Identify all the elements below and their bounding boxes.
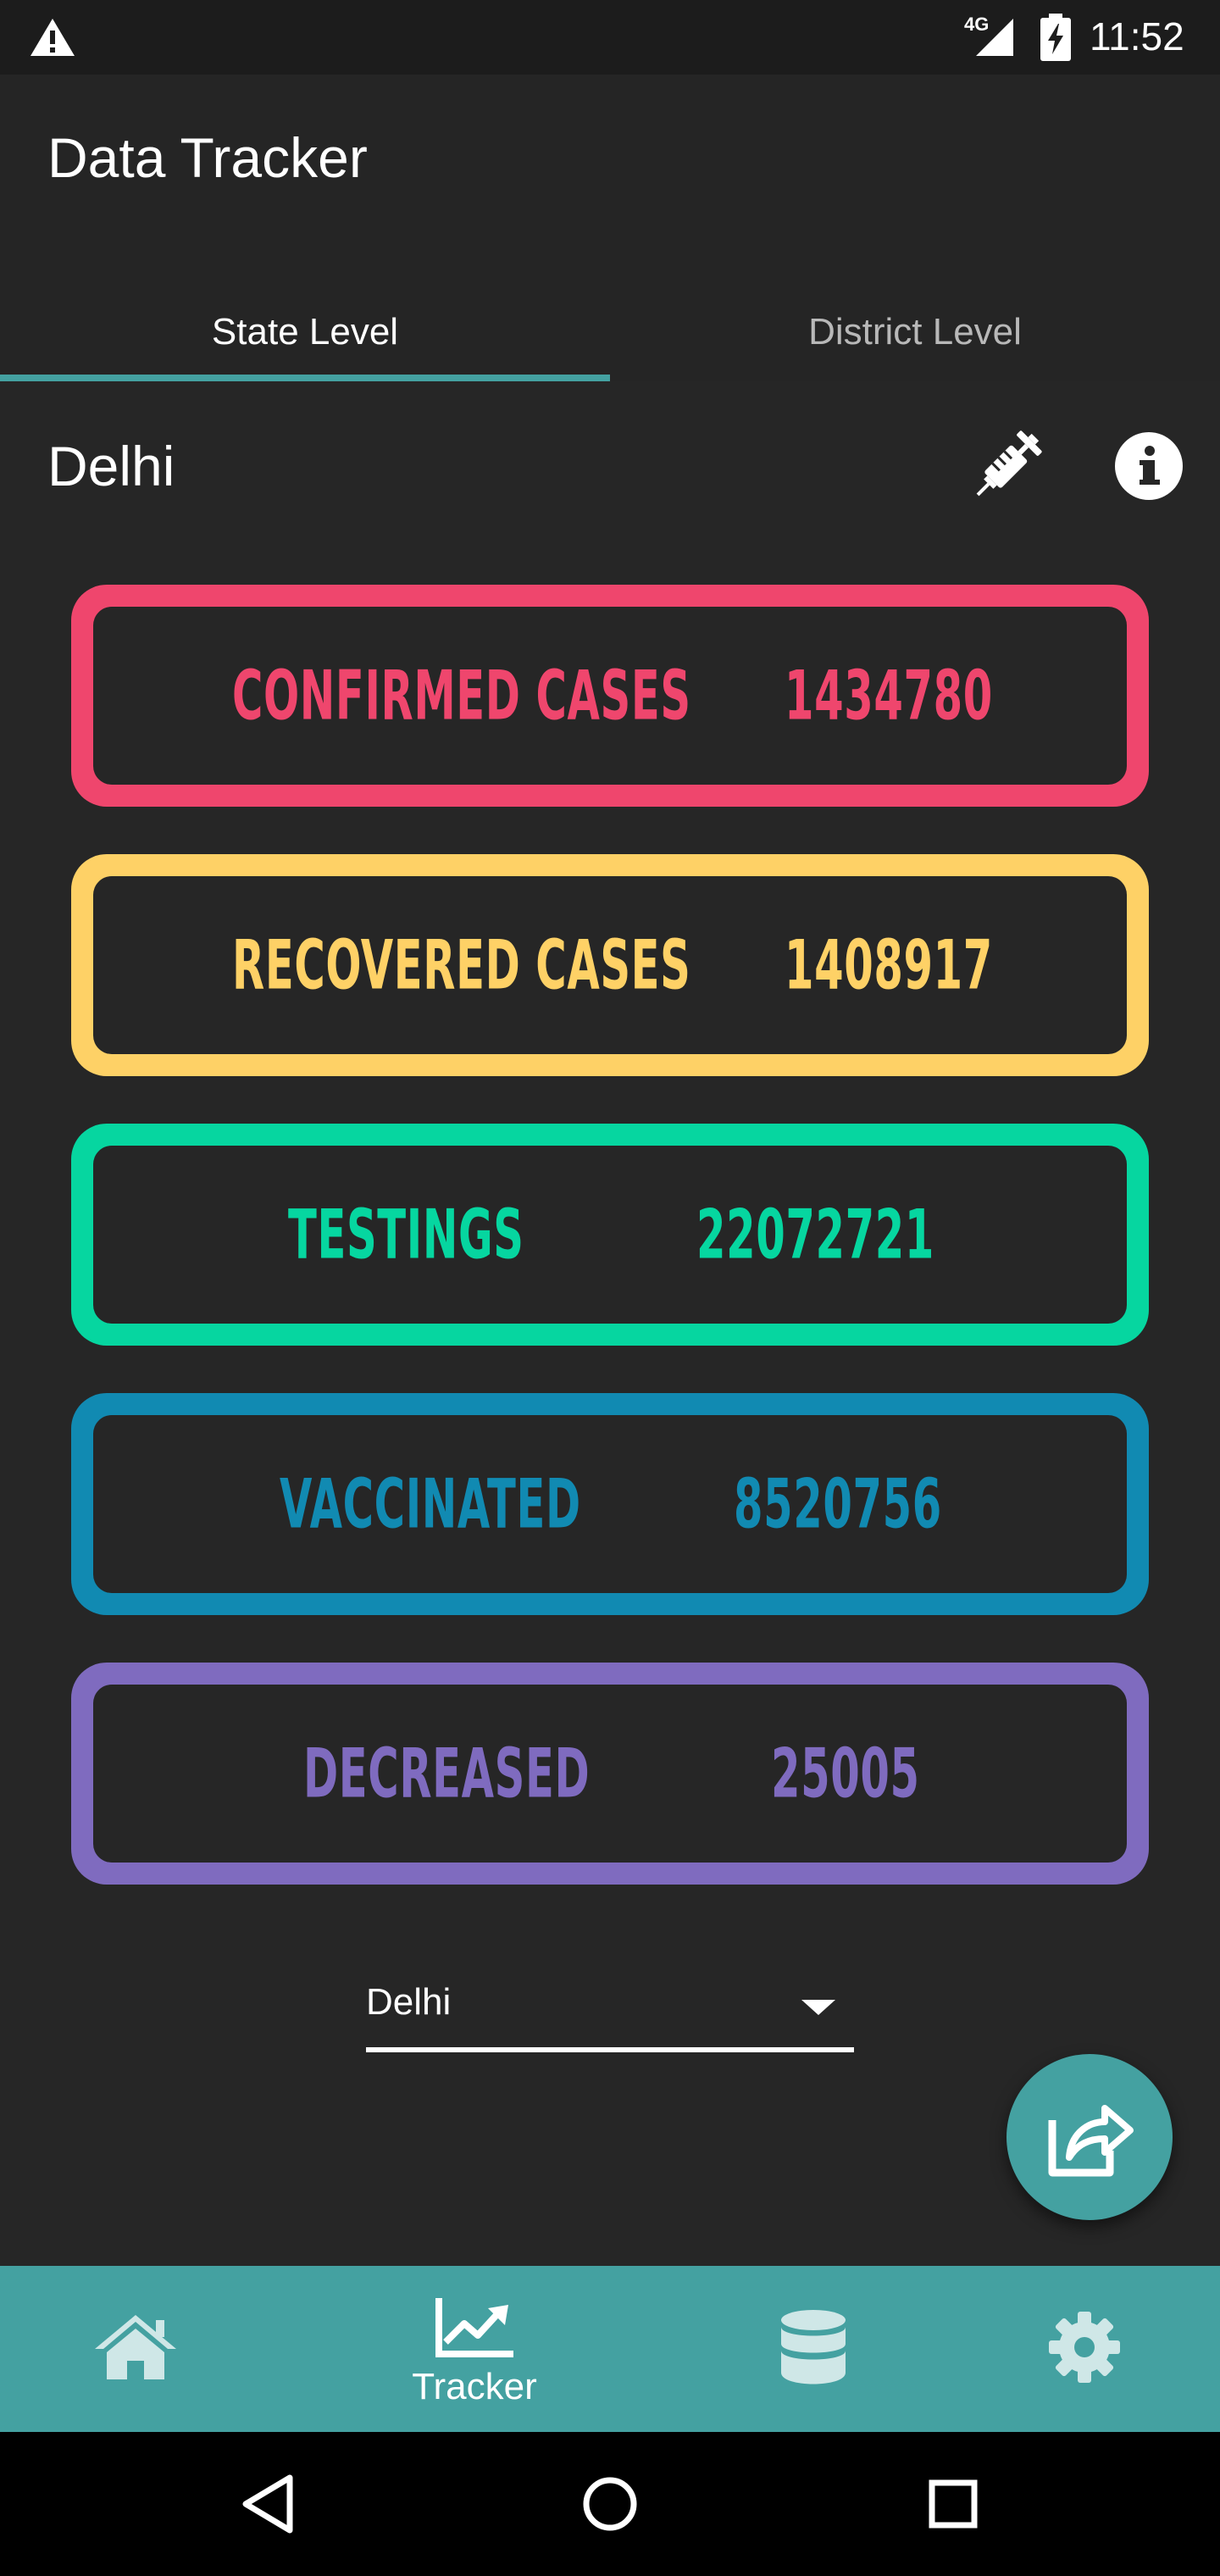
chart-line-icon — [435, 2298, 513, 2357]
share-button[interactable] — [1006, 2054, 1173, 2220]
stat-value: 1434780 — [785, 656, 993, 736]
stat-label: VACCINATED — [280, 1464, 581, 1544]
stat-label: CONFIRMED CASES — [232, 656, 691, 736]
tab-indicator — [0, 375, 610, 381]
home-icon — [95, 2315, 176, 2379]
nav-tracker-label: Tracker — [412, 2366, 537, 2407]
region-title: Delhi — [47, 435, 175, 497]
nav-settings[interactable] — [1000, 2266, 1169, 2432]
vaccinated-card: VACCINATED 8520756 — [71, 1393, 1149, 1615]
home-button-icon[interactable] — [582, 2476, 638, 2532]
dropdown-arrow-icon — [801, 2000, 835, 2015]
stat-value: 22072721 — [696, 1195, 935, 1274]
database-icon — [781, 2310, 846, 2384]
warning-icon — [30, 19, 75, 56]
gear-icon — [1049, 2312, 1120, 2383]
stat-value: 8520756 — [734, 1464, 942, 1544]
dropdown-selected: Delhi — [366, 1981, 452, 2023]
signal-icon — [976, 19, 1013, 56]
app-title: Data Tracker — [47, 126, 368, 189]
tab-state-level[interactable]: State Level — [211, 311, 399, 353]
back-icon[interactable] — [241, 2474, 295, 2534]
syringe-icon[interactable] — [964, 424, 1049, 508]
recents-icon[interactable] — [929, 2479, 978, 2529]
status-bar: 4G 11:52 — [0, 0, 1220, 75]
stat-value: 1408917 — [785, 925, 993, 1005]
nav-data[interactable] — [729, 2266, 898, 2432]
confirmed-cases-card: CONFIRMED CASES 1434780 — [71, 585, 1149, 807]
tab-district-level[interactable]: District Level — [808, 311, 1022, 353]
recovered-cases-card: RECOVERED CASES 1408917 — [71, 854, 1149, 1076]
share-icon — [1048, 2105, 1134, 2177]
network-type: 4G — [964, 14, 990, 35]
info-icon[interactable] — [1115, 432, 1183, 500]
app-bar: Data Tracker State Level District Level — [0, 75, 1220, 381]
system-navigation-bar — [0, 2432, 1220, 2576]
testings-card: TESTINGS 22072721 — [71, 1124, 1149, 1346]
bottom-navigation: Tracker — [0, 2266, 1220, 2432]
stat-label: TESTINGS — [288, 1195, 524, 1274]
battery-charging-icon — [1040, 14, 1071, 61]
state-dropdown[interactable]: Delhi — [366, 1974, 854, 2052]
stat-label: RECOVERED CASES — [232, 925, 691, 1005]
nav-tracker[interactable]: Tracker — [373, 2266, 576, 2432]
stat-value: 25005 — [771, 1734, 920, 1813]
stat-label: DECREASED — [303, 1734, 591, 1813]
decreased-card: DECREASED 25005 — [71, 1663, 1149, 1885]
clock: 11:52 — [1090, 14, 1184, 58]
nav-home[interactable] — [51, 2266, 220, 2432]
